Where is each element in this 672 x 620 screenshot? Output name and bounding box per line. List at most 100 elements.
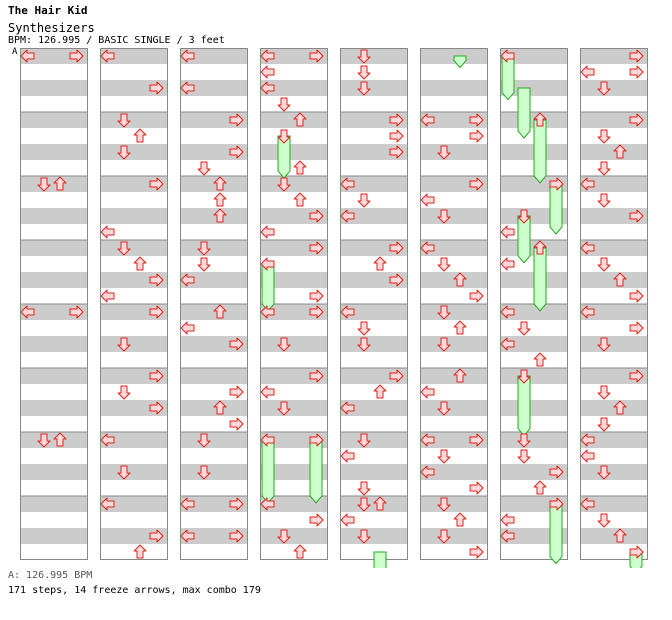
song-title: Synthesizers — [8, 21, 95, 35]
beat-stripe — [580, 400, 648, 416]
step-arrow — [260, 497, 275, 511]
step-arrow — [117, 385, 131, 400]
beat-stripe — [260, 112, 328, 128]
beat-stripe — [580, 432, 648, 448]
beat-stripe — [420, 496, 488, 512]
chart-column — [260, 48, 328, 560]
step-arrow — [180, 81, 195, 95]
chart-column — [500, 48, 568, 565]
step-arrow — [180, 497, 195, 511]
beat-stripe — [580, 80, 648, 96]
beat-stripe — [20, 144, 88, 160]
beat-stripe — [20, 432, 88, 448]
step-arrow — [180, 321, 195, 335]
beat-stripe — [420, 208, 488, 224]
beat-stripe — [20, 112, 88, 128]
step-arrow — [309, 49, 324, 63]
step-arrow — [469, 177, 484, 191]
freeze-arrow — [501, 55, 515, 101]
beat-stripe — [260, 208, 328, 224]
step-arrow — [357, 433, 371, 448]
beat-stripe — [580, 144, 648, 160]
step-arrow — [213, 192, 227, 207]
step-arrow — [373, 496, 387, 511]
step-arrow — [20, 49, 35, 63]
step-arrow — [229, 145, 244, 159]
column-frame — [180, 48, 248, 560]
step-arrow — [197, 257, 211, 272]
beat-stripe — [340, 336, 408, 352]
step-arrow — [453, 512, 467, 527]
step-arrow — [420, 193, 435, 207]
step-arrow — [340, 305, 355, 319]
beat-stripe — [420, 368, 488, 384]
beat-stripe — [20, 272, 88, 288]
step-arrow — [453, 272, 467, 287]
step-arrow — [437, 145, 451, 160]
beat-stripe — [260, 528, 328, 544]
step-arrow — [500, 257, 515, 271]
step-arrow — [213, 208, 227, 223]
freeze-arrow — [517, 375, 531, 437]
beat-stripe — [580, 176, 648, 192]
step-arrow — [597, 513, 611, 528]
beat-stripe — [340, 464, 408, 480]
beat-stripe — [420, 336, 488, 352]
step-arrow — [517, 209, 531, 224]
step-arrow — [277, 337, 291, 352]
step-arrow — [117, 337, 131, 352]
step-arrow — [197, 241, 211, 256]
step-arrow — [500, 305, 515, 319]
beat-stripe — [580, 304, 648, 320]
beat-stripe — [340, 240, 408, 256]
beat-stripe — [260, 80, 328, 96]
step-arrow — [597, 417, 611, 432]
step-arrow — [357, 49, 371, 64]
step-arrow — [500, 225, 515, 239]
bpm-marker-label: A — [12, 47, 18, 57]
freeze-arrow — [517, 215, 531, 264]
beat-stripe — [420, 272, 488, 288]
step-arrow — [357, 81, 371, 96]
step-arrow — [469, 433, 484, 447]
step-arrow — [229, 113, 244, 127]
beat-stripe — [420, 528, 488, 544]
beat-stripe — [260, 48, 328, 64]
step-arrow — [309, 513, 324, 527]
step-arrow — [340, 513, 355, 527]
beat-stripe — [340, 112, 408, 128]
beat-stripe — [260, 368, 328, 384]
column-frame — [420, 48, 488, 560]
step-arrow — [549, 497, 564, 511]
step-arrow — [180, 273, 195, 287]
step-arrow — [340, 401, 355, 415]
step-arrow — [20, 305, 35, 319]
beat-stripe — [100, 336, 168, 352]
step-arrow — [229, 529, 244, 543]
freeze-arrow — [453, 55, 467, 69]
step-arrow — [277, 401, 291, 416]
chart-column — [420, 48, 488, 560]
step-arrow — [517, 449, 531, 464]
step-arrow — [597, 81, 611, 96]
footer-bpm: A: 126.995 BPM — [8, 570, 93, 581]
freeze-arrow — [309, 439, 323, 504]
step-arrow — [309, 209, 324, 223]
chart-column — [580, 48, 648, 568]
freeze-arrow — [261, 439, 275, 504]
step-arrow — [117, 241, 131, 256]
beat-stripe — [580, 48, 648, 64]
step-arrow — [389, 129, 404, 143]
beat-stripe — [260, 496, 328, 512]
beat-stripe — [180, 464, 248, 480]
chart-column — [100, 48, 168, 560]
beat-stripe — [340, 208, 408, 224]
step-arrow — [213, 176, 227, 191]
beat-stripe — [420, 464, 488, 480]
beat-stripe — [260, 400, 328, 416]
step-arrow — [533, 352, 547, 367]
step-arrow — [549, 465, 564, 479]
step-arrow — [580, 497, 595, 511]
step-arrow — [133, 256, 147, 271]
beat-stripe — [180, 272, 248, 288]
